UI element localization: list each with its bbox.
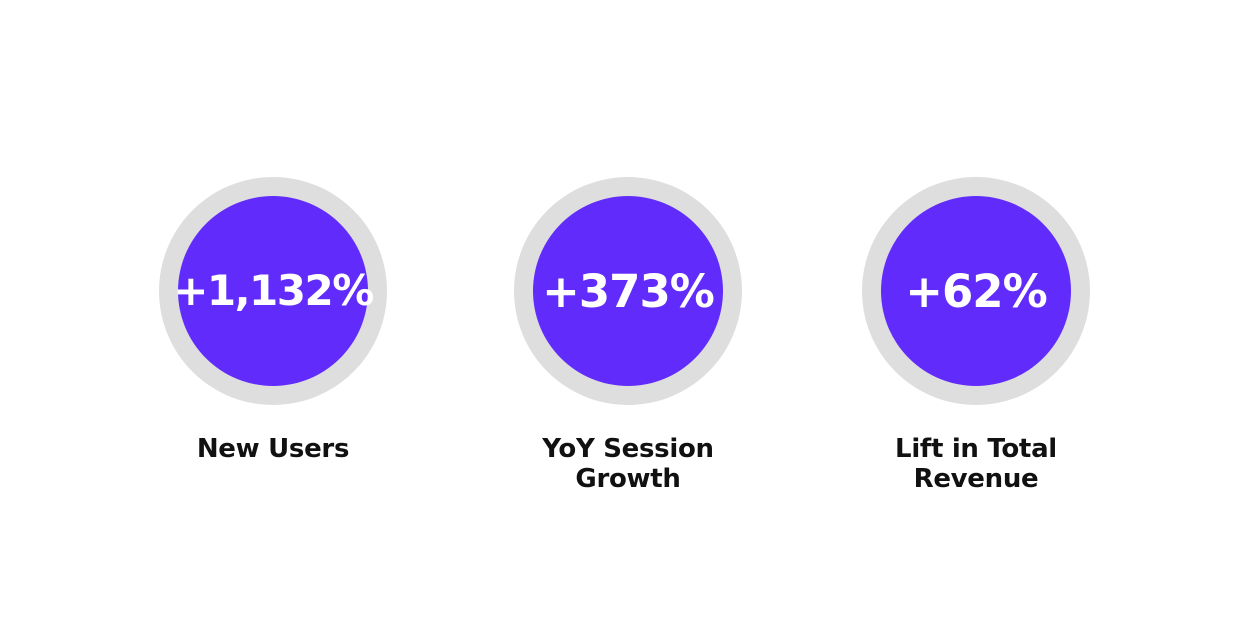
stat-label: YoY Session Growth [478,434,778,494]
stat-disc: +1,132% [173,196,374,386]
stat-label-line: Lift in Total [895,434,1057,464]
stat-ring: +62% [862,177,1090,405]
stat-label: New Users [123,434,423,464]
stat-label-line: Growth [575,464,681,494]
stat-value: +62% [905,264,1047,318]
stat-ring: +1,132% [159,177,387,405]
stat-label-line: Revenue [913,464,1039,494]
stat-value: +373% [542,264,715,318]
stat-disc: +62% [881,196,1071,386]
stat-label-line: New Users [196,434,350,464]
stat-yoy-session-growth: +373% YoY Session Growth [478,0,778,625]
stat-label-line: YoY Session [542,434,714,464]
stat-value: +1,132% [173,266,374,315]
stat-disc: +373% [533,196,723,386]
stat-ring: +373% [514,177,742,405]
stat-lift-in-total-revenue: +62% Lift in Total Revenue [826,0,1126,625]
stat-new-users: +1,132% New Users [123,0,423,625]
stat-label: Lift in Total Revenue [826,434,1126,494]
